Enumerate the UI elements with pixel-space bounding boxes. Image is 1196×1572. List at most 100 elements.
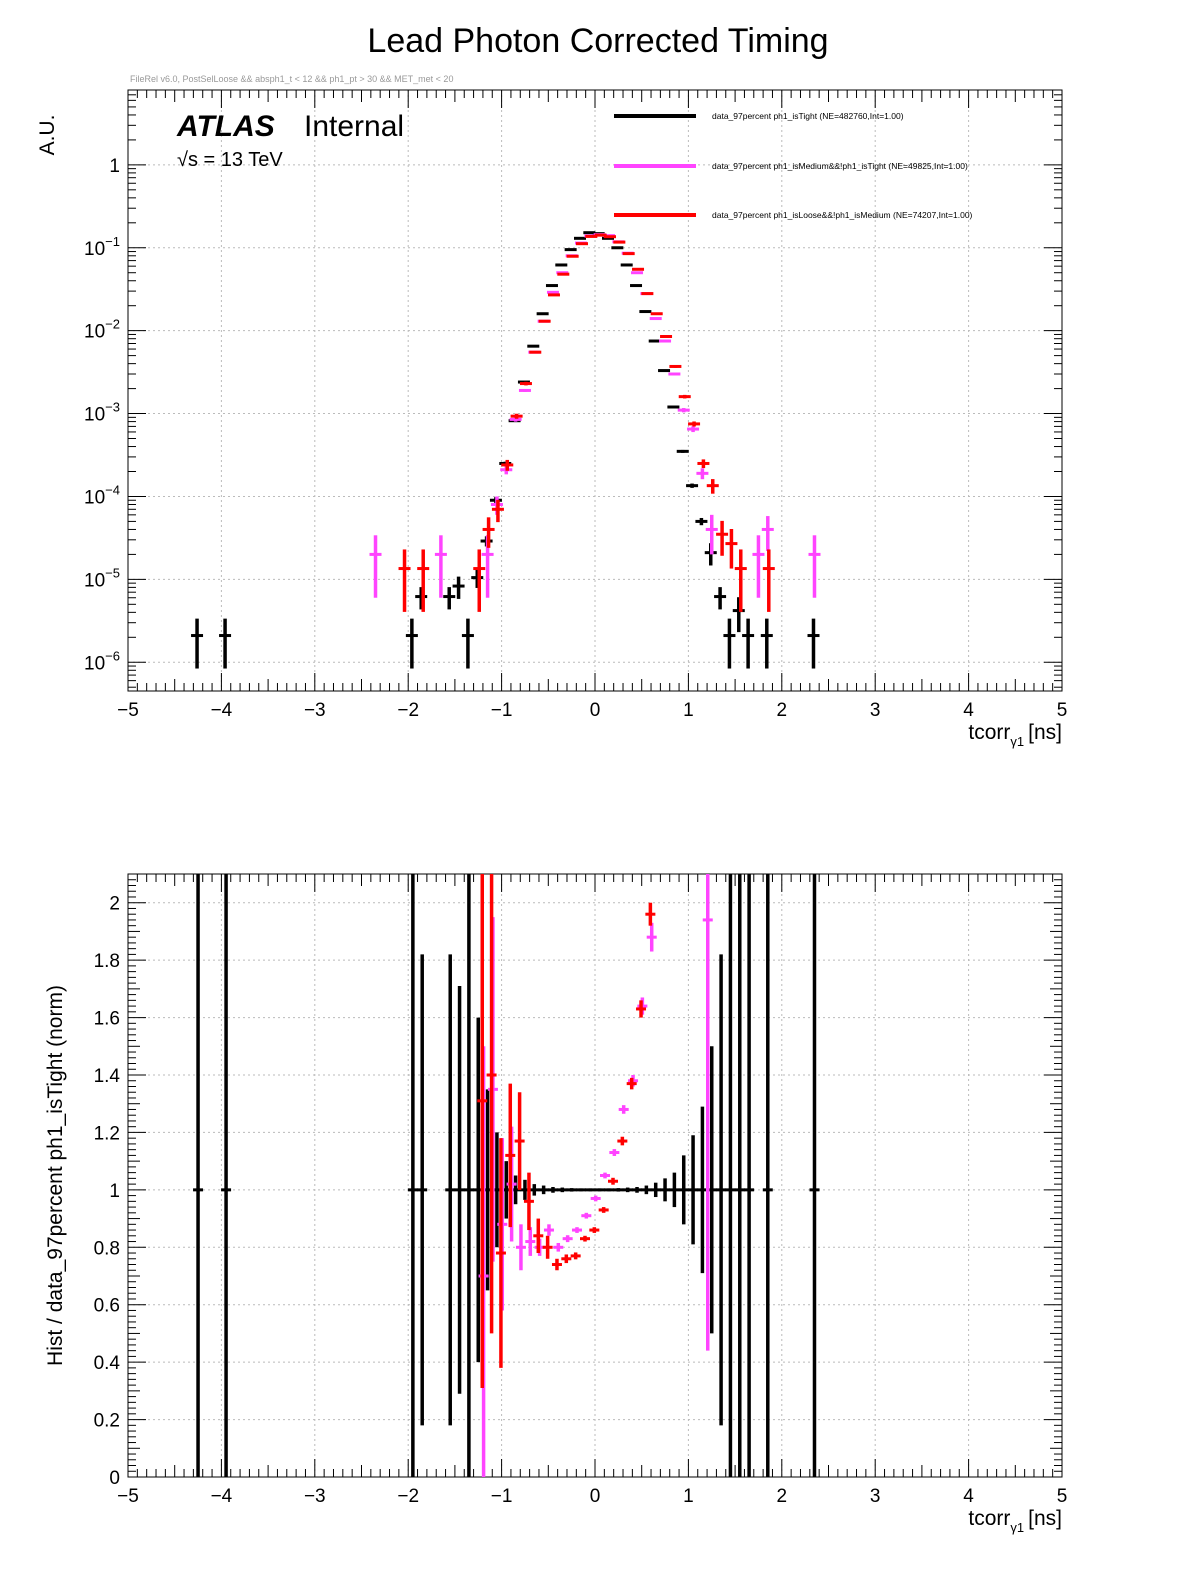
data-point-tight [620, 263, 633, 267]
data-point-tight [461, 618, 474, 669]
y-tick-label-exponent: −3 [105, 400, 120, 415]
data-point-medium [600, 1172, 611, 1179]
y-tick-label-exponent: −4 [105, 482, 120, 497]
x-tick-label: −2 [397, 700, 419, 721]
y-tick-label: 1.6 [94, 1009, 120, 1030]
data-point-medium [646, 922, 657, 952]
x-tick-label: 5 [1057, 700, 1068, 721]
series-tight [193, 874, 820, 1477]
data-point-loose [529, 350, 542, 354]
atlas-label: ATLAS [176, 110, 275, 143]
data-point-tight [604, 1188, 615, 1192]
data-point-tight [686, 483, 699, 488]
data-point-tight [566, 1188, 577, 1192]
data-point-loose [598, 1207, 609, 1213]
data-point-loose [495, 1138, 506, 1368]
data-point-tight [667, 405, 680, 409]
energy-label: √s = 13 TeV [177, 149, 283, 171]
data-point-tight [417, 954, 428, 1426]
x-tick-label: −3 [304, 1486, 326, 1507]
data-point-loose [622, 252, 635, 256]
data-point-tight [555, 263, 568, 267]
y-tick-label-base: 10 [84, 570, 105, 591]
y-tick-label: 1.8 [94, 951, 120, 972]
data-point-tight [676, 449, 689, 453]
data-point-tight [723, 618, 736, 669]
data-point-tight [536, 312, 549, 316]
y-axis-ticks: 10−610−510−410−310−210−11 [84, 89, 1062, 688]
data-point-tight [545, 284, 558, 288]
y-tick-label: 0.8 [94, 1238, 120, 1259]
y-tick-label: 1.4 [94, 1066, 121, 1087]
data-point-medium [752, 535, 765, 598]
data-point-loose [501, 459, 514, 471]
series-loose [477, 874, 656, 1388]
y-tick-label-base: 10 [84, 405, 105, 426]
x-axis-ticks: −5 −4 −3 −2 −1 0 1 2 3 4 5 [117, 874, 1067, 1507]
data-point-loose [533, 1218, 544, 1254]
data-point-tight [716, 954, 727, 1426]
data-point-tight [407, 874, 418, 1477]
y-tick-label: 1 [109, 156, 120, 177]
x-tick-label: 3 [870, 700, 881, 721]
x-axis-ticks: −5 −4 −3 −2 −1 0 1 2 3 4 5 [117, 90, 1067, 721]
data-point-loose [617, 1136, 628, 1146]
data-point-loose [604, 235, 617, 239]
x-tick-label: −5 [117, 700, 139, 721]
data-point-tight [594, 1188, 605, 1192]
x-tick-label: 2 [777, 1486, 788, 1507]
data-point-tight [630, 284, 643, 288]
data-point-loose [417, 549, 430, 612]
data-point-loose [594, 233, 607, 237]
data-point-medium [369, 535, 382, 598]
data-point-tight [639, 310, 652, 314]
x-tick-label: −1 [491, 700, 513, 721]
x-tick-label: 3 [870, 1486, 881, 1507]
data-point-medium [659, 339, 672, 343]
data-point-loose [505, 1083, 516, 1228]
series-loose [398, 233, 775, 612]
data-point-loose [557, 272, 570, 276]
data-point-loose [706, 479, 719, 494]
x-tick-label: 0 [590, 700, 601, 721]
data-point-loose [482, 517, 495, 548]
x-axis-label-main: tcorr [968, 721, 1010, 744]
data-point-medium [590, 1195, 601, 1202]
y-tick-label: 0.4 [94, 1353, 121, 1374]
y-tick-label-base: 10 [84, 653, 105, 674]
data-point-tight [697, 1106, 708, 1274]
data-point-loose [570, 1252, 581, 1260]
data-point-tight [191, 618, 204, 669]
data-point-medium [705, 514, 718, 555]
data-point-tight [445, 954, 456, 1426]
data-point-loose [641, 292, 654, 296]
y-tick-label: 0.2 [94, 1411, 120, 1432]
data-point-tight [415, 587, 428, 610]
data-point-tight [648, 339, 661, 343]
x-tick-label: 1 [683, 700, 694, 721]
legend: data_97percent ph1_isTight (NE=482760,In… [614, 111, 973, 220]
data-point-tight [463, 874, 474, 1477]
y-tick-label: 1.2 [94, 1123, 120, 1144]
data-point-medium [668, 372, 681, 376]
data-point-medium [543, 1224, 554, 1236]
data-point-loose [523, 1172, 534, 1231]
data-point-medium [702, 874, 713, 1351]
data-point-loose [510, 413, 523, 419]
x-tick-label: 5 [1057, 1486, 1068, 1507]
data-point-loose [477, 874, 488, 1388]
data-points [191, 231, 821, 669]
data-point-tight [669, 1172, 680, 1208]
data-point-loose [542, 1235, 553, 1259]
data-point-medium [546, 290, 559, 294]
data-point-loose [734, 549, 747, 612]
data-point-medium [434, 535, 447, 598]
data-point-tight [660, 1178, 671, 1202]
x-tick-label: −5 [117, 1486, 139, 1507]
data-point-medium [571, 1227, 582, 1233]
data-point-tight [762, 874, 773, 1477]
x-tick-label: 4 [963, 1486, 974, 1507]
data-point-loose [551, 1258, 562, 1271]
x-tick-label: 2 [777, 700, 788, 721]
